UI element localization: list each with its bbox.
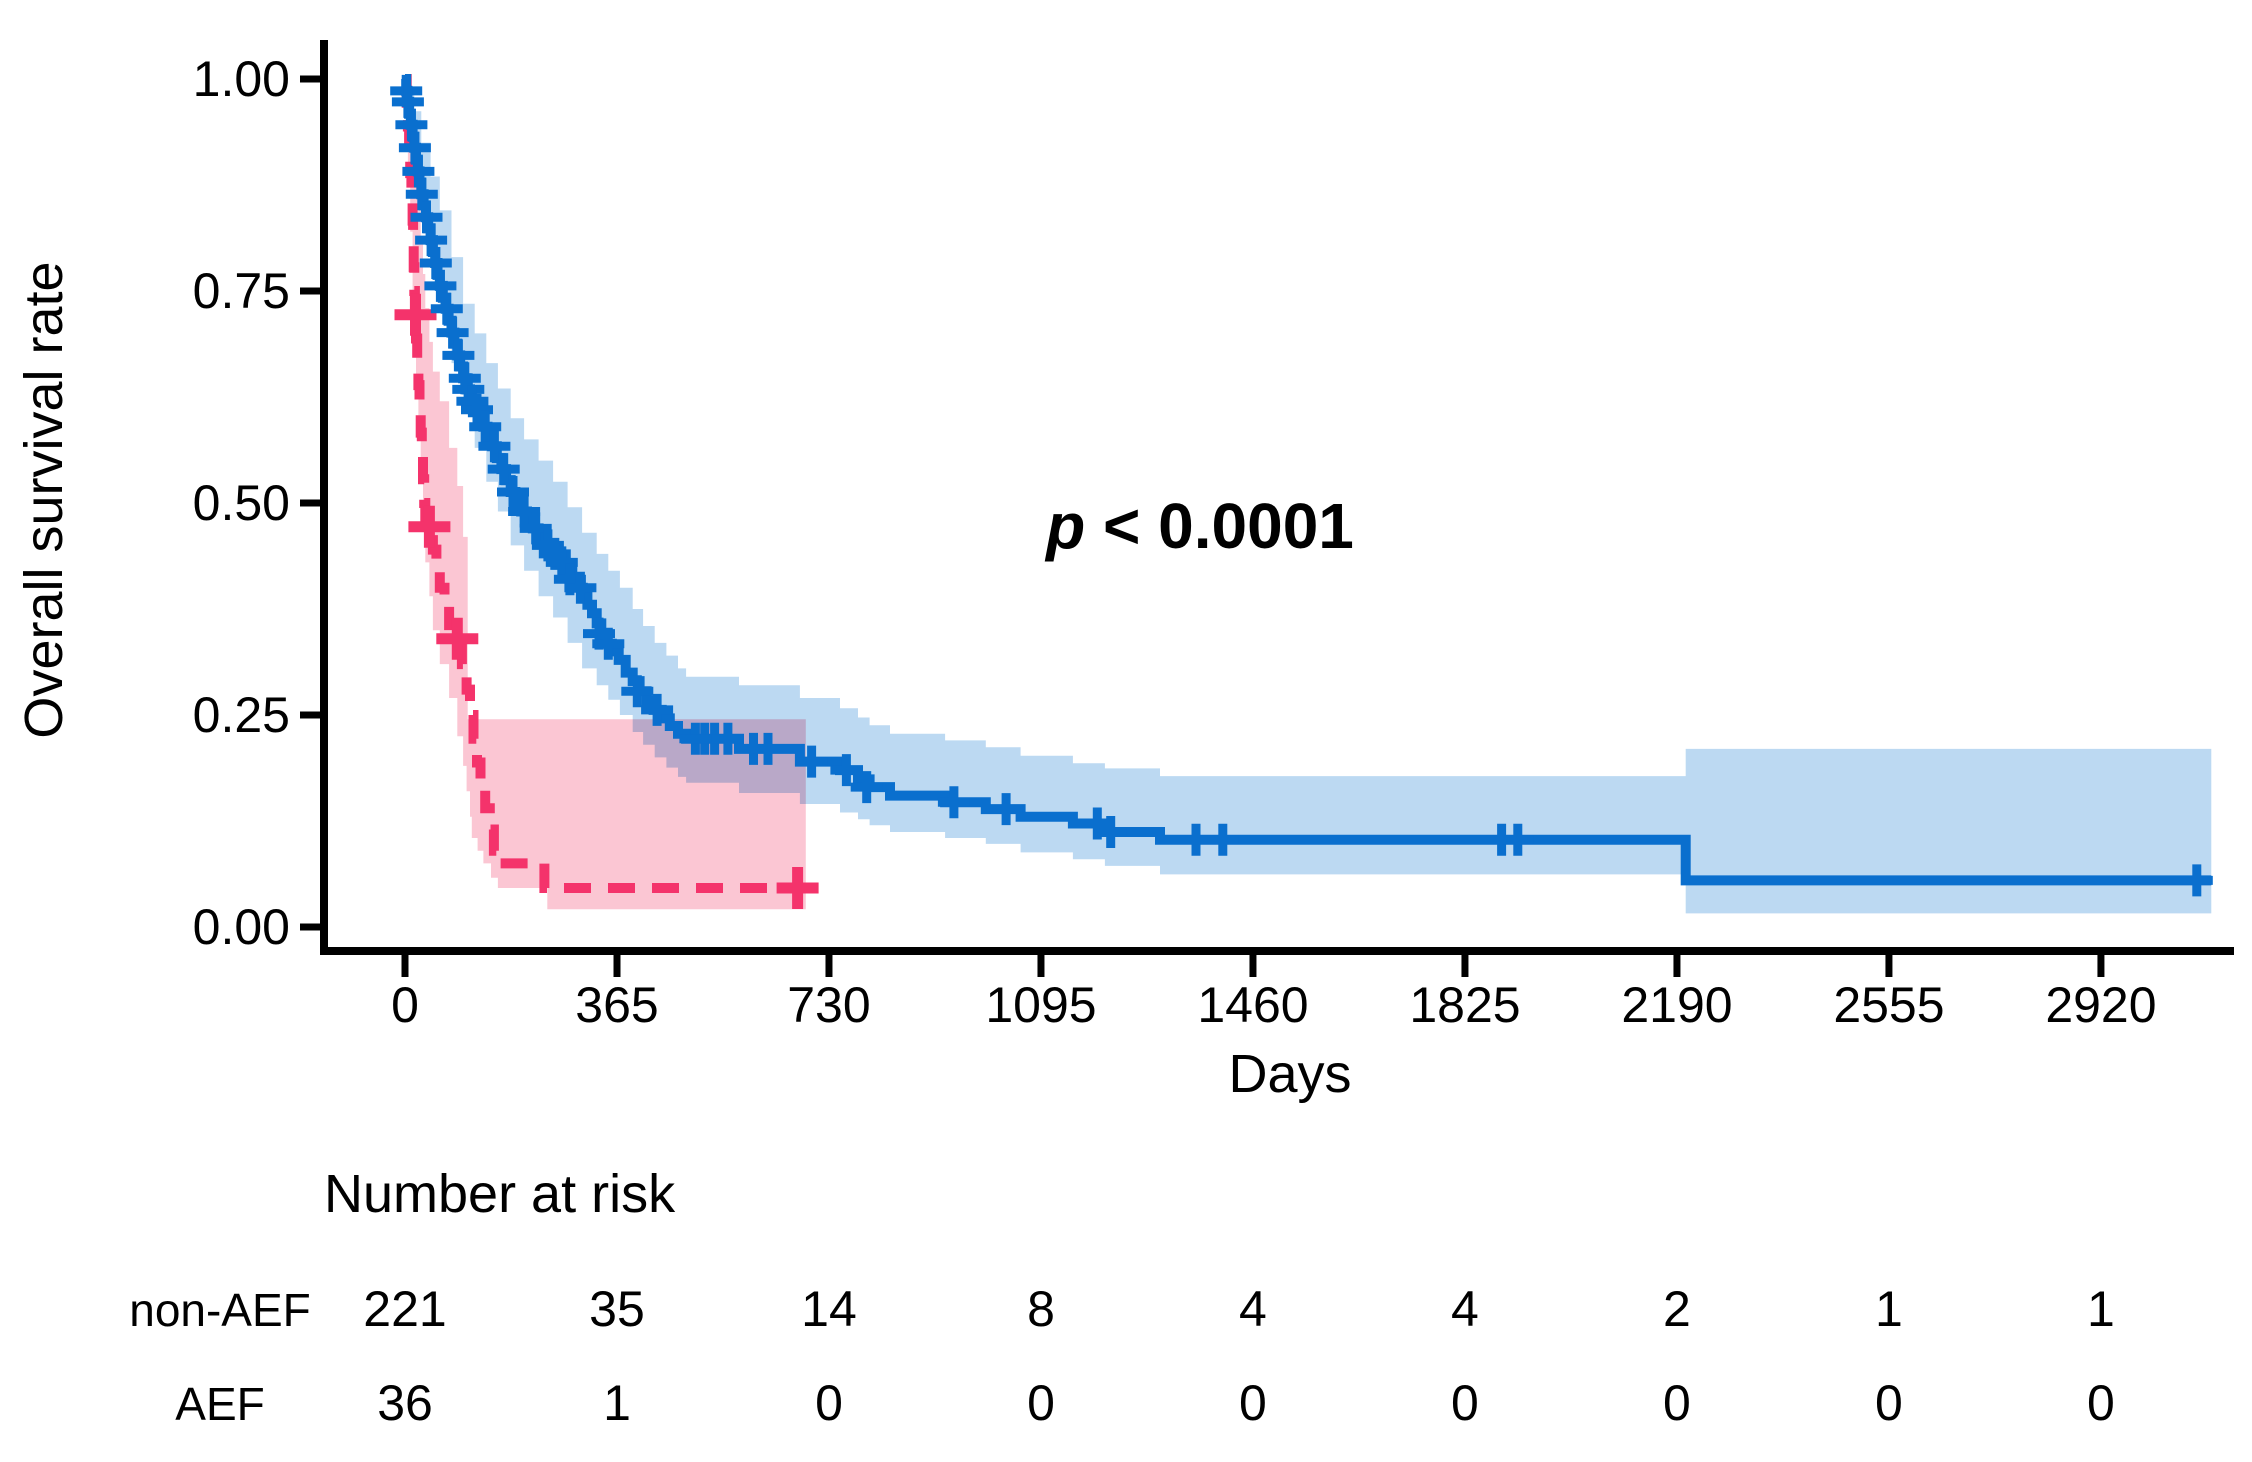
x-tick-label: 0 bbox=[391, 977, 419, 1033]
x-axis-title: Days bbox=[1228, 1044, 1351, 1104]
censor-plus-mark bbox=[752, 732, 784, 765]
risk-row-label-non-aef: non-AEF bbox=[129, 1284, 311, 1336]
censor-plus-mark bbox=[592, 627, 625, 660]
y-axis-title: Overall survival rate bbox=[14, 261, 74, 738]
risk-count: 0 bbox=[1663, 1375, 1691, 1431]
risk-count: 0 bbox=[1875, 1375, 1903, 1431]
risk-count: 0 bbox=[815, 1375, 843, 1431]
risk-row-label-aef: AEF bbox=[175, 1378, 264, 1430]
ci-band-non-aef bbox=[405, 79, 2212, 914]
risk-count: 4 bbox=[1451, 1281, 1479, 1337]
confidence-bands bbox=[405, 79, 2212, 914]
axes: 0.00 0.25 0.50 0.75 1.00 0 365 730 1095 1460 1825… bbox=[193, 40, 2234, 1033]
ci-band-aef bbox=[405, 79, 806, 910]
risk-count: 14 bbox=[801, 1281, 857, 1337]
y-tick-label: 0.50 bbox=[193, 475, 290, 531]
x-tick-label: 730 bbox=[787, 977, 870, 1033]
censor-plus-mark bbox=[424, 269, 457, 302]
risk-table-values: 221 35 14 8 4 4 2 1 1 36 1 0 0 0 0 0 0 0 bbox=[363, 1281, 2115, 1431]
x-tick-label: 1825 bbox=[1409, 977, 1520, 1033]
x-tick-label: 2555 bbox=[1833, 977, 1944, 1033]
p-value-text: < 0.0001 bbox=[1085, 490, 1354, 562]
risk-count: 8 bbox=[1027, 1281, 1055, 1337]
censor-plus-mark bbox=[1501, 823, 1534, 856]
censor-plus-mark bbox=[711, 722, 744, 755]
y-axis-ticks: 0.00 0.25 0.50 0.75 1.00 bbox=[193, 51, 324, 955]
risk-count: 0 bbox=[2087, 1375, 2115, 1431]
risk-table: Number at risk non-AEF AEF 221 35 14 8 4 4 2 1 1… bbox=[129, 1164, 2115, 1431]
censor-plus-mark bbox=[405, 178, 438, 211]
censor-plus-mark bbox=[461, 393, 493, 426]
x-tick-label: 2920 bbox=[2045, 977, 2156, 1033]
censor-plus-mark bbox=[469, 410, 502, 443]
x-tick-label: 1460 bbox=[1197, 977, 1308, 1033]
x-tick-label: 2190 bbox=[1621, 977, 1732, 1033]
censor-marks-non-aef bbox=[390, 74, 2213, 897]
y-tick-label: 0.25 bbox=[193, 687, 290, 743]
censor-plus-mark bbox=[937, 786, 970, 819]
censor-plus-mark bbox=[442, 339, 475, 372]
censor-plus-mark bbox=[776, 867, 819, 909]
risk-count: 36 bbox=[377, 1375, 433, 1431]
risk-count: 1 bbox=[2087, 1281, 2115, 1337]
risk-count: 0 bbox=[1451, 1375, 1479, 1431]
censor-plus-mark bbox=[508, 495, 541, 528]
censor-plus-mark bbox=[621, 675, 654, 708]
risk-count: 0 bbox=[1239, 1375, 1267, 1431]
censor-plus-mark bbox=[430, 292, 463, 325]
censor-plus-mark bbox=[436, 316, 469, 349]
censor-plus-mark bbox=[850, 771, 883, 804]
p-value-symbol: p bbox=[1044, 490, 1085, 562]
censor-plus-mark bbox=[519, 512, 552, 545]
censor-plus-mark bbox=[1180, 823, 1212, 856]
x-tick-label: 365 bbox=[575, 977, 658, 1033]
censor-plus-mark bbox=[408, 505, 451, 548]
risk-count: 1 bbox=[1875, 1281, 1903, 1337]
y-tick-label: 0.75 bbox=[193, 263, 290, 319]
risk-count: 2 bbox=[1663, 1281, 1691, 1337]
censor-marks bbox=[390, 74, 2213, 909]
censor-plus-mark bbox=[564, 571, 597, 604]
censor-plus-mark bbox=[394, 293, 437, 336]
censor-plus-mark bbox=[1206, 823, 1239, 856]
censor-plus-mark bbox=[497, 476, 529, 508]
censor-plus-mark bbox=[436, 617, 479, 660]
censor-plus-mark bbox=[641, 693, 674, 726]
risk-count: 4 bbox=[1239, 1281, 1267, 1337]
y-tick-label: 0.00 bbox=[193, 899, 290, 955]
censor-plus-mark bbox=[410, 201, 443, 234]
censor-plus-mark bbox=[487, 453, 520, 486]
censor-plus-mark bbox=[1094, 816, 1127, 848]
censor-plus-mark bbox=[2180, 864, 2213, 897]
censor-plus-mark bbox=[990, 793, 1023, 826]
risk-count: 35 bbox=[589, 1281, 645, 1337]
risk-count: 0 bbox=[1027, 1375, 1055, 1431]
censor-plus-mark bbox=[545, 546, 578, 579]
x-axis-ticks: 0 365 730 1095 1460 1825 2190 2555 2920 bbox=[391, 951, 2157, 1033]
x-tick-label: 1095 bbox=[985, 977, 1096, 1033]
censor-plus-mark bbox=[795, 745, 828, 778]
risk-count: 221 bbox=[363, 1281, 446, 1337]
censor-plus-mark bbox=[415, 224, 448, 257]
risk-table-title: Number at risk bbox=[324, 1164, 676, 1224]
censor-plus-mark bbox=[478, 430, 511, 463]
censor-plus-mark bbox=[830, 754, 863, 787]
y-tick-label: 1.00 bbox=[193, 51, 290, 107]
censor-plus-mark bbox=[419, 247, 452, 279]
p-value-annotation: p < 0.0001 bbox=[1044, 490, 1354, 562]
censor-marks-aef bbox=[394, 293, 819, 909]
risk-count: 1 bbox=[603, 1375, 631, 1431]
